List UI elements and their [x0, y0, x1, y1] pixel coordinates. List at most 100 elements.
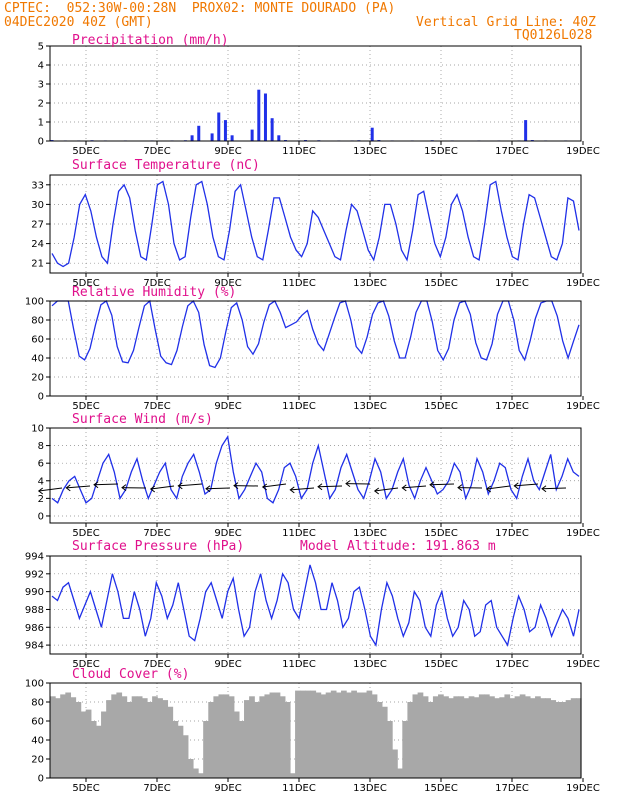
precip-bar [190, 135, 194, 141]
humidity-xtick: 11DEC [282, 401, 316, 412]
precipitation-xtick: 19DEC [566, 146, 600, 157]
humidity-xtick: 9DEC [214, 401, 241, 412]
wind-ytick: 8 [38, 441, 44, 452]
cloud-bar [50, 696, 56, 778]
wind-arrowhead [373, 487, 380, 495]
pressure-ytick: 990 [25, 587, 44, 598]
temperature-ytick: 21 [31, 259, 44, 270]
cloud-cover-xtick: 7DEC [143, 783, 170, 794]
temperature-xtick: 17DEC [495, 278, 529, 289]
pressure-ytick: 994 [25, 552, 44, 563]
cloud-bar [238, 721, 245, 778]
cloud-bar [545, 698, 551, 778]
cloud-bar [126, 702, 133, 778]
wind-arrow [542, 487, 567, 490]
cloud-bar [494, 698, 500, 778]
temperature-ytick: 30 [31, 200, 44, 211]
cloud-bar [136, 696, 143, 778]
temperature-title: Surface Temperature (nC) [72, 158, 260, 173]
cloud-bar [422, 696, 429, 778]
cloud-cover-ytick: 40 [31, 736, 44, 747]
cloud-bar [463, 698, 470, 778]
wind-arrowhead [513, 482, 519, 490]
temperature-xtick: 15DEC [424, 278, 458, 289]
cloud-bar [381, 706, 388, 778]
cloud-bar [116, 692, 123, 778]
precipitation-ytick: 4 [38, 61, 44, 72]
cloud-bar [279, 696, 286, 778]
cloud-bar [269, 692, 276, 778]
precipitation-xtick: 7DEC [143, 146, 170, 157]
pressure-xtick: 5DEC [72, 659, 99, 670]
wind-xtick: 13DEC [353, 528, 387, 539]
wind-ytick: 10 [31, 424, 44, 435]
precip-bar [197, 125, 201, 141]
precipitation-ytick: 2 [38, 99, 44, 110]
temperature-xtick: 7DEC [143, 278, 170, 289]
cloud-bar [152, 696, 158, 778]
cloud-bar [361, 692, 368, 778]
pressure-line [51, 564, 580, 647]
humidity-ytick: 80 [31, 316, 44, 327]
wind-arrow [402, 485, 427, 489]
precip-bar [210, 133, 214, 141]
cloud-bar [111, 694, 117, 778]
precipitation-ytick: 0 [38, 137, 44, 148]
cloud-bar [458, 696, 465, 778]
pressure-xtick: 9DEC [214, 659, 241, 670]
cloud-bar [55, 698, 61, 778]
pressure-xtick: 7DEC [143, 659, 170, 670]
cloud-bar [223, 694, 230, 778]
humidity-ytick: 20 [31, 373, 44, 384]
wind-ytick: 2 [38, 494, 44, 505]
cloud-bar [550, 700, 557, 778]
cloud-bar [315, 692, 322, 778]
pressure-ytick: 986 [25, 623, 44, 634]
pressure-xtick: 11DEC [282, 659, 316, 670]
cloud-bar [448, 698, 454, 778]
wind-arrow [262, 483, 287, 488]
cloud-bar [75, 702, 82, 778]
cloud-cover-xtick: 9DEC [214, 783, 241, 794]
cloud-bar [167, 706, 174, 778]
wind-arrowhead [317, 483, 323, 491]
temperature-xtick: 9DEC [214, 278, 241, 289]
pressure-title: Surface Pressure (hPa) [72, 539, 244, 554]
humidity-xtick: 15DEC [424, 401, 458, 412]
cloud-bar [417, 692, 424, 778]
cloud-bar [249, 696, 255, 778]
cloud-bar [60, 694, 66, 778]
cloud-bar [402, 721, 409, 778]
pressure-panel: 984 986 988 990 992 994 5DEC 7DEC 9DEC 11DEC 13DEC… [25, 539, 600, 670]
cloud-bar [85, 709, 92, 778]
wind-arrowhead [205, 485, 211, 493]
pressure-xtick: 17DEC [495, 659, 529, 670]
wind-xtick: 19DEC [566, 528, 600, 539]
cloud-bar [392, 749, 398, 778]
wind-xtick: 7DEC [143, 528, 170, 539]
humidity-xtick: 7DEC [143, 401, 170, 412]
humidity-ytick: 0 [38, 392, 44, 403]
cloud-bar [483, 694, 490, 778]
humidity-xtick: 19DEC [566, 401, 600, 412]
cloud-bar [228, 696, 235, 778]
humidity-frame [49, 300, 582, 397]
cloud-cover-panel: 0 20 40 60 80 100 5DEC 7DEC 9DEC 11DEC 13DEC 15DEC 1… [25, 667, 600, 794]
cloud-bar [203, 721, 209, 778]
cloud-cover-xtick: 17DEC [495, 783, 529, 794]
cloud-bar [366, 690, 373, 778]
precip-bar [217, 112, 221, 141]
pressure-xtick: 15DEC [424, 659, 458, 670]
wind-arrowhead [121, 484, 127, 492]
cloud-bar [524, 696, 531, 778]
station-header: CPTEC: 052:30W-00:28N PROX02: MONTE DOUR… [4, 1, 396, 16]
wind-arrow [290, 487, 315, 491]
cloud-bar [529, 698, 536, 778]
wind-xtick: 15DEC [424, 528, 458, 539]
cloud-bar [187, 759, 194, 778]
cloud-cover-xtick: 11DEC [282, 783, 316, 794]
wind-ytick: 6 [38, 459, 44, 470]
cloud-bar [356, 692, 363, 778]
cloud-bar [244, 700, 250, 778]
precip-bar [270, 118, 274, 141]
